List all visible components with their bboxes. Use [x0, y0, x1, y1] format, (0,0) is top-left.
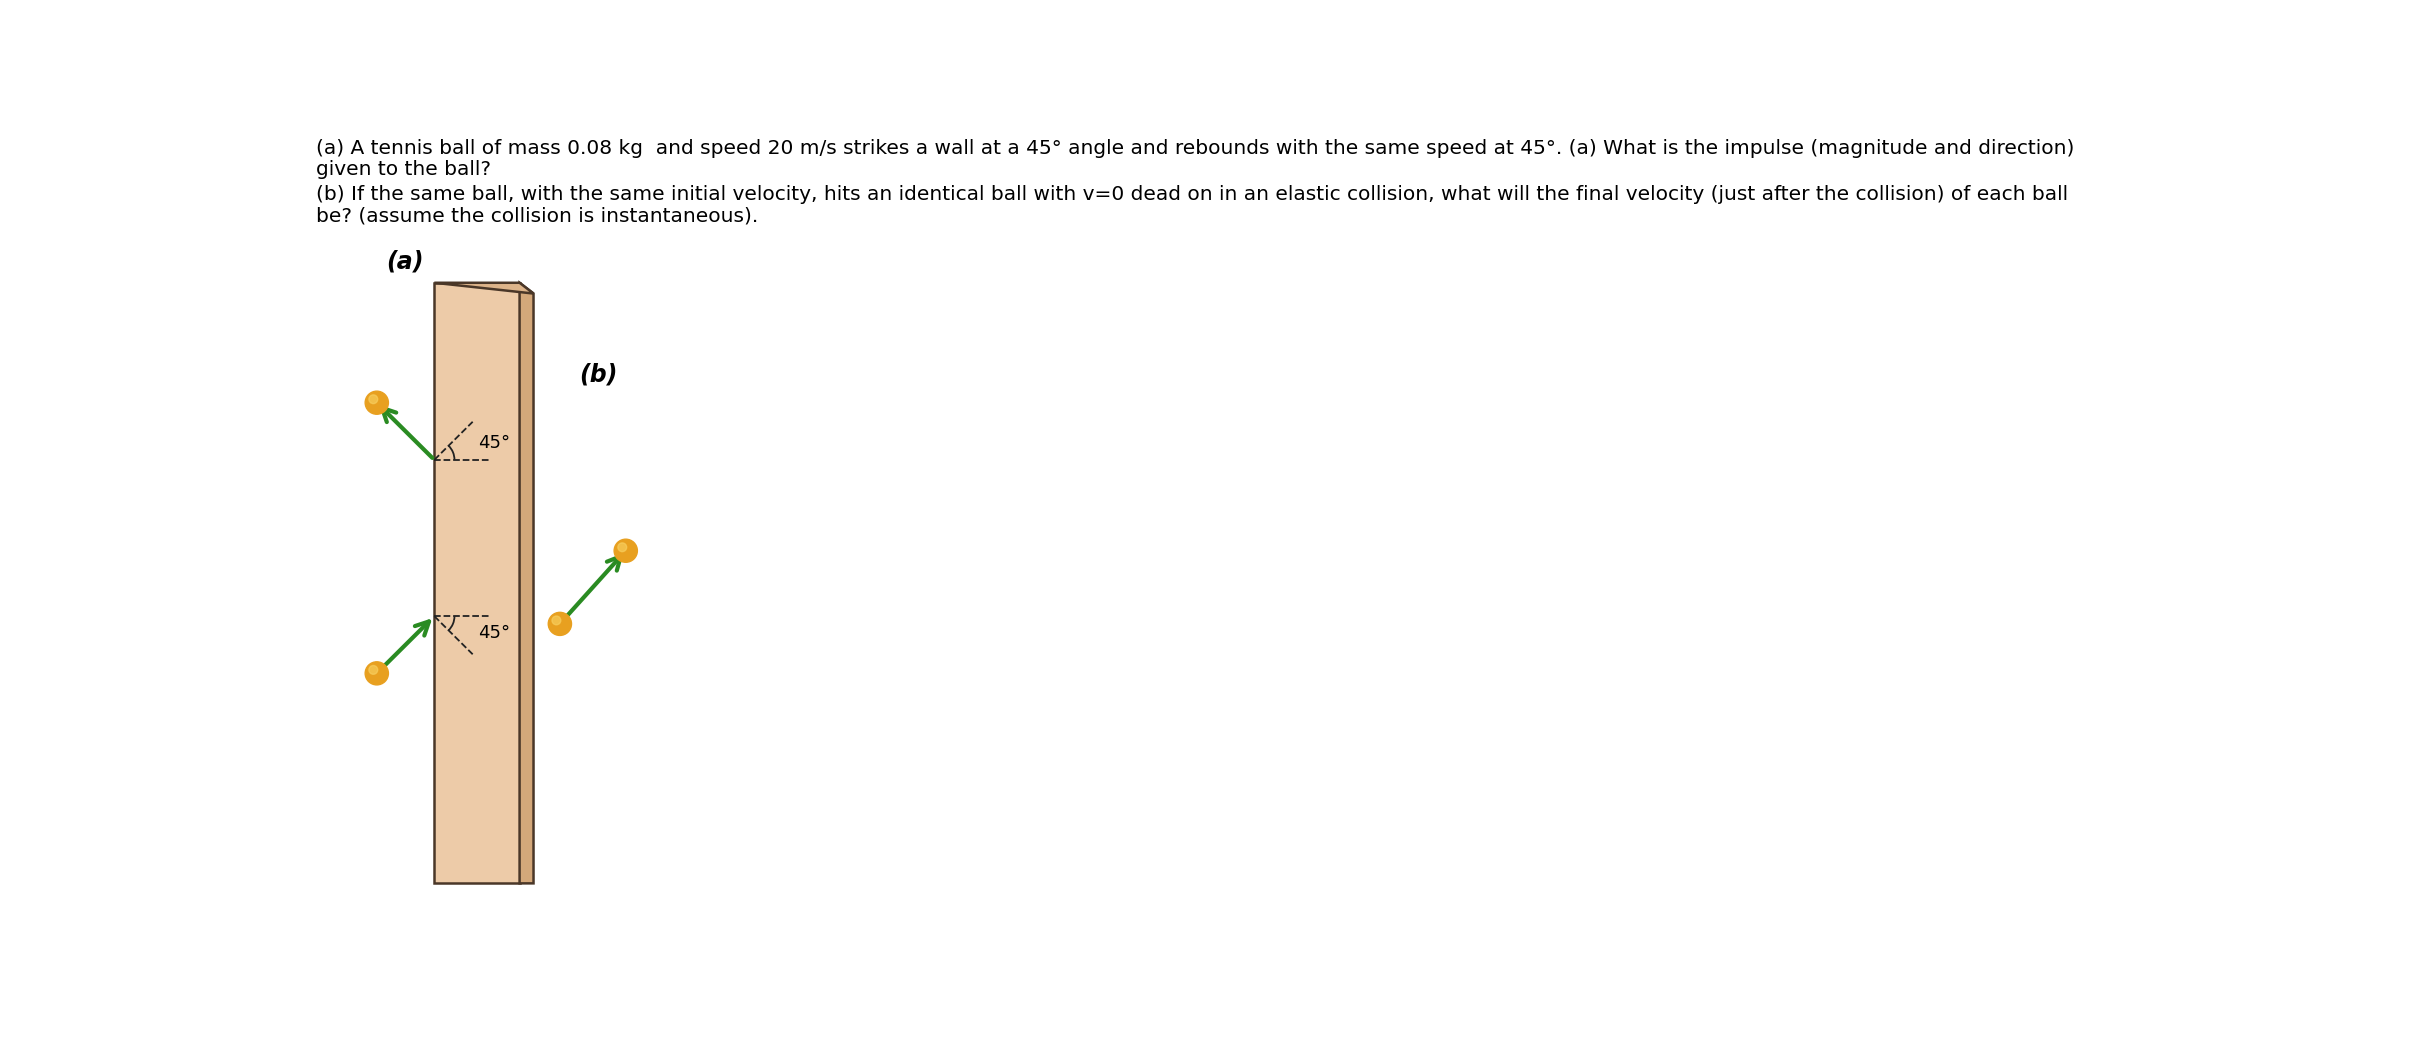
Text: (a): (a) [387, 250, 423, 274]
Circle shape [547, 612, 572, 635]
Circle shape [552, 616, 560, 625]
Text: (a) A tennis ball of mass 0.08 kg  and speed 20 m/s strikes a wall at a 45° angl: (a) A tennis ball of mass 0.08 kg and sp… [316, 138, 2073, 158]
Circle shape [365, 662, 389, 685]
Circle shape [370, 665, 377, 675]
Polygon shape [436, 283, 533, 294]
Polygon shape [521, 283, 533, 884]
Circle shape [365, 391, 389, 414]
Circle shape [613, 539, 637, 562]
Text: 45°: 45° [477, 434, 511, 452]
Circle shape [370, 395, 377, 404]
Text: given to the ball?: given to the ball? [316, 160, 491, 179]
Text: (b): (b) [579, 362, 618, 386]
Text: be? (assume the collision is instantaneous).: be? (assume the collision is instantaneo… [316, 206, 759, 226]
Text: (b) If the same ball, with the same initial velocity, hits an identical ball wit: (b) If the same ball, with the same init… [316, 185, 2068, 204]
Text: 45°: 45° [477, 625, 511, 642]
Polygon shape [436, 283, 521, 884]
Circle shape [618, 542, 628, 552]
